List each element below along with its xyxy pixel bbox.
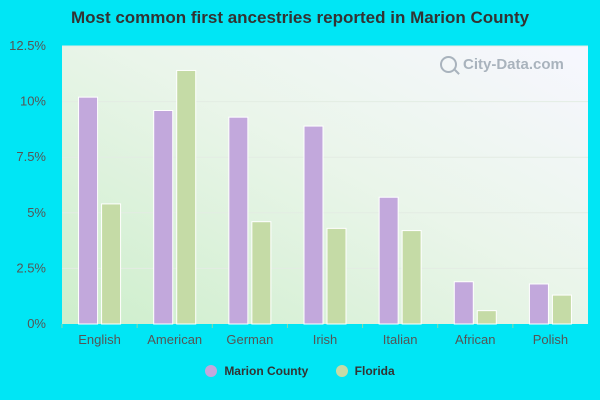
magnifier-icon <box>440 56 457 73</box>
bar-italian-marion-county <box>378 196 399 325</box>
y-tick-label: 7.5% <box>16 149 46 164</box>
legend-swatch-florida <box>335 365 348 377</box>
legend-label-florida: Florida <box>354 364 395 378</box>
legend-item-florida: Florida <box>335 364 395 378</box>
x-tick-label: Italian <box>383 332 418 347</box>
y-tick-label: 5% <box>27 205 46 220</box>
x-tick-label: English <box>78 332 121 347</box>
bar-irish-marion-county <box>303 125 324 325</box>
x-tick-label: African <box>455 332 495 347</box>
bar-polish-marion-county <box>528 283 549 325</box>
bar-american-florida <box>176 69 197 325</box>
legend-item-marion-county: Marion County <box>205 364 308 378</box>
bar-polish-florida <box>551 294 572 325</box>
x-tick-label: Irish <box>313 332 338 347</box>
chart-title: Most common first ancestries reported in… <box>70 8 530 27</box>
bar-italian-florida <box>401 230 422 325</box>
y-tick-label: 2.5% <box>16 260 46 275</box>
watermark: City-Data.com <box>440 56 564 73</box>
x-axis-ticks: English American German Irish Italian African… <box>61 324 568 347</box>
watermark-text: City-Data.com <box>463 56 564 73</box>
x-tick-label: American <box>147 332 202 347</box>
bar-american-marion-county <box>153 109 174 325</box>
bar-german-florida <box>251 221 272 325</box>
bar-african-florida <box>476 310 497 325</box>
legend-label-marion-county: Marion County <box>224 364 309 378</box>
y-tick-label: 0% <box>27 316 46 331</box>
bar-english-marion-county <box>78 96 99 325</box>
y-tick-label: 10% <box>20 94 46 109</box>
grid-lines <box>62 45 588 269</box>
legend: Marion County Florida <box>0 364 600 380</box>
bar-irish-florida <box>326 227 347 325</box>
plot-area <box>62 46 588 324</box>
x-tick-label: Polish <box>533 332 568 347</box>
bar-english-florida <box>101 203 122 325</box>
bar-german-marion-county <box>228 116 249 325</box>
bar-african-marion-county <box>453 281 474 325</box>
bars <box>78 69 572 325</box>
legend-swatch-marion-county <box>205 365 218 377</box>
y-tick-label: 12.5% <box>9 38 46 53</box>
y-axis-ticks: 0% 2.5% 5% 7.5% 10% 12.5% <box>9 38 46 331</box>
x-tick-label: German <box>226 332 273 347</box>
